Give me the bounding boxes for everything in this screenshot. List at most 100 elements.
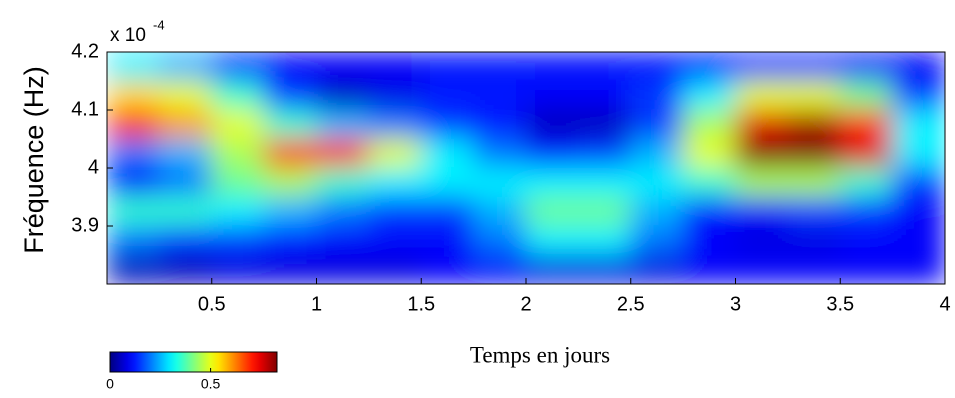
heatmap-cell — [158, 196, 213, 227]
heatmap-cell — [787, 138, 841, 169]
heatmap-cell — [735, 196, 789, 227]
x-axis-label: Temps en jours — [470, 342, 610, 367]
heatmap-cell — [107, 52, 160, 82]
heatmap-cell — [630, 254, 684, 284]
heatmap-cell — [735, 52, 789, 82]
y-tick-label: 4.2 — [71, 40, 99, 62]
heatmap-cell — [630, 225, 684, 256]
heatmap-cells — [107, 52, 945, 284]
y-multiplier-exponent: -4 — [153, 17, 165, 32]
heatmap-cell — [263, 167, 317, 198]
heatmap-cell — [682, 138, 736, 169]
heatmap-cell — [211, 109, 265, 140]
heatmap-cell — [263, 80, 317, 111]
heatmap-cell — [211, 196, 265, 227]
heatmap-cell — [158, 225, 213, 256]
heatmap-cell — [839, 138, 894, 169]
heatmap-cell — [107, 109, 160, 140]
heatmap-cell — [158, 138, 213, 169]
heatmap-cell — [839, 80, 894, 111]
heatmap-cell — [735, 225, 789, 256]
heatmap-cell — [473, 138, 527, 169]
heatmap-cell — [525, 196, 579, 227]
heatmap-cell — [420, 52, 475, 82]
y-tick-label: 3.9 — [71, 214, 99, 236]
heatmap-cell — [525, 109, 579, 140]
heatmap-cell — [107, 225, 160, 256]
heatmap-cell — [316, 196, 370, 227]
heatmap-cell — [787, 196, 841, 227]
heatmap-cell — [211, 254, 265, 284]
heatmap-cell — [839, 109, 894, 140]
heatmap-cell — [316, 52, 370, 82]
heatmap-cell — [107, 254, 160, 284]
x-tick-label: 4 — [939, 293, 950, 315]
heatmap-cell — [525, 254, 579, 284]
heatmap-cell — [158, 254, 213, 284]
heatmap-cell — [787, 80, 841, 111]
heatmap-cell — [577, 52, 632, 82]
y-multiplier: x 10 — [110, 25, 146, 46]
heatmap-cell — [892, 254, 945, 284]
heatmap-cell — [735, 80, 789, 111]
heatmap-cell — [892, 196, 945, 227]
heatmap-cell — [368, 225, 422, 256]
heatmap-cell — [892, 138, 945, 169]
x-tick-label: 3 — [730, 293, 741, 315]
heatmap-cell — [263, 225, 317, 256]
heatmap-cell — [263, 254, 317, 284]
heatmap-cell — [473, 109, 527, 140]
heatmap-cell — [368, 196, 422, 227]
heatmap-cell — [211, 225, 265, 256]
heatmap-cell — [211, 80, 265, 111]
heatmap-cell — [577, 167, 632, 198]
heatmap-cell — [368, 109, 422, 140]
heatmap-cell — [735, 254, 789, 284]
heatmap-cell — [892, 109, 945, 140]
heatmap-cell — [525, 225, 579, 256]
heatmap-cell — [368, 254, 422, 284]
x-tick-label: 1 — [311, 293, 322, 315]
x-tick-label: 2 — [520, 293, 531, 315]
heatmap-cell — [787, 225, 841, 256]
heatmap-cell — [892, 167, 945, 198]
heatmap-cell — [158, 109, 213, 140]
heatmap-cell — [368, 52, 422, 82]
y-tick-label: 4.1 — [71, 98, 99, 120]
heatmap-cell — [316, 225, 370, 256]
heatmap-cell — [682, 196, 736, 227]
heatmap-cell — [368, 138, 422, 169]
x-tick-label: 0.5 — [198, 293, 226, 315]
heatmap-cell — [211, 52, 265, 82]
heatmap-cell — [316, 109, 370, 140]
y-tick-label: 4 — [88, 156, 99, 178]
heatmap-cell — [420, 254, 475, 284]
heatmap-cell — [892, 80, 945, 111]
x-tick-label: 2.5 — [617, 293, 645, 315]
heatmap-cell — [316, 167, 370, 198]
heatmap-cell — [630, 52, 684, 82]
heatmap-cell — [316, 138, 370, 169]
heatmap-cell — [420, 196, 475, 227]
heatmap-cell — [630, 196, 684, 227]
heatmap-cell — [473, 52, 527, 82]
heatmap-cell — [473, 225, 527, 256]
heatmap-cell — [473, 254, 527, 284]
heatmap-cell — [577, 196, 632, 227]
heatmap-cell — [158, 80, 213, 111]
heatmap-cell — [735, 109, 789, 140]
heatmap-cell — [839, 196, 894, 227]
heatmap-cell — [158, 167, 213, 198]
heatmap-cell — [525, 167, 579, 198]
heatmap-cell — [682, 109, 736, 140]
heatmap-cell — [892, 225, 945, 256]
x-tick-label: 3.5 — [826, 293, 854, 315]
heatmap-cell — [839, 254, 894, 284]
heatmap-cell — [211, 167, 265, 198]
heatmap-cell — [630, 80, 684, 111]
heatmap-cell — [735, 167, 789, 198]
heatmap-cell — [892, 52, 945, 82]
heatmap-cell — [577, 80, 632, 111]
heatmap-cell — [473, 196, 527, 227]
